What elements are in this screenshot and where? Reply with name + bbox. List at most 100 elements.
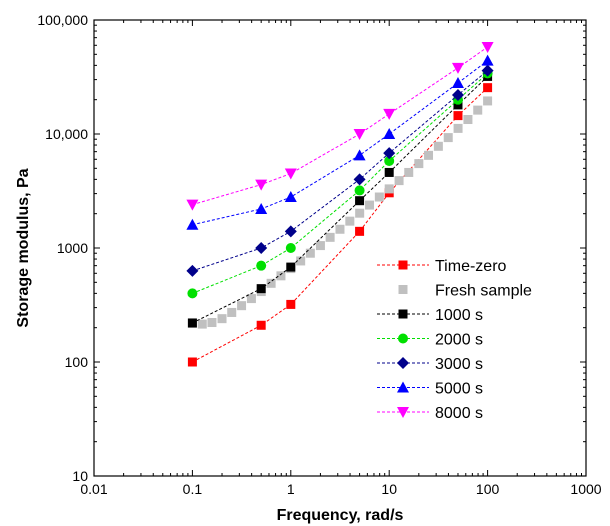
data-point [443,133,453,143]
data-point [384,167,394,177]
legend-marker [398,260,408,270]
legend-label: 5000 s [435,381,483,398]
data-point [296,256,306,266]
legend-item: 1000 s [377,307,483,324]
data-point [483,96,493,106]
data-point [325,232,335,242]
legend-marker [397,407,409,418]
y-tick-label: 1000 [57,240,88,256]
data-point [315,241,325,251]
data-point [246,294,256,304]
data-point [383,147,396,160]
data-point [256,320,266,330]
data-point [353,129,366,140]
legend: Time-zero Fresh sample 1000 s 2000 s 3000 s 5… [377,258,532,422]
legend-label: Fresh sample [435,283,532,300]
data-point [187,288,198,299]
data-point [473,105,483,115]
data-point [256,284,266,294]
data-point [365,200,375,210]
data-point [355,226,365,236]
data-point [217,314,227,324]
data-point [345,216,355,226]
data-point [255,179,268,191]
series-8000-s [186,41,494,211]
y-tick-label: 10,000 [45,126,88,142]
legend-item: Time-zero [377,258,507,275]
series-line [192,46,488,206]
series-line [192,70,488,272]
series-layer [186,41,494,367]
data-point [227,307,237,317]
data-point [384,155,395,166]
legend-marker [397,381,409,393]
legend-item: 8000 s [377,405,483,422]
x-tick-label: 0.1 [183,481,203,497]
data-point [463,115,473,125]
legend-label: 2000 s [435,332,483,349]
data-point [187,318,197,328]
data-point [186,218,199,230]
data-point [284,191,297,203]
data-point [276,271,286,281]
data-point [286,299,296,309]
data-point [424,150,434,160]
data-point [266,278,276,288]
data-point [256,260,267,271]
data-point [451,88,464,101]
y-tick-label: 100,000 [37,12,88,28]
data-point [394,176,404,186]
data-point [335,224,345,234]
legend-marker [397,357,409,369]
data-point [404,167,414,177]
y-tick-label: 100 [65,354,89,370]
series-line [192,60,488,226]
data-point [286,262,296,272]
legend-label: 3000 s [435,356,483,373]
data-point [354,185,365,196]
data-point [453,123,463,133]
data-point [284,168,297,180]
data-point [383,128,396,139]
data-point [237,301,247,311]
data-point [353,149,366,161]
x-tick-label: 100 [476,481,500,497]
axis-ticks [93,20,587,477]
data-point [451,62,464,74]
data-point [197,319,207,329]
data-point [414,159,424,169]
legend-marker [398,309,408,319]
data-point [481,41,494,53]
legend-label: 1000 s [435,307,483,324]
legend-item: 2000 s [377,332,483,349]
legend-item: 5000 s [377,381,483,398]
data-point [355,196,365,206]
data-point [453,100,463,110]
legend-item: 3000 s [377,356,483,373]
data-point [433,141,443,151]
data-point [481,64,494,77]
x-tick-label: 10 [381,481,397,497]
plot-frame [93,19,587,477]
data-point [483,83,493,93]
data-point [451,77,464,89]
legend-label: 8000 s [435,405,483,422]
data-point [255,202,268,214]
data-point [374,192,384,202]
legend-item: Fresh sample [398,283,532,300]
data-point [481,54,494,66]
data-point [383,108,396,120]
y-axis-title: Storage modulus, Pa [15,168,32,327]
x-tick-label: 1000 [570,481,601,497]
axis-tick-labels: 0.01 0.1 1 10 100 1000 10 100 1000 10,000 100,000 [37,12,601,497]
y-tick-label: 10 [72,468,88,484]
x-tick-label: 0.01 [80,481,107,497]
legend-label: Time-zero [435,258,507,275]
data-point [453,111,463,121]
data-point [305,248,315,258]
series-fresh-sample [187,96,493,329]
data-point [186,264,199,277]
legend-marker [398,285,408,294]
data-point [255,242,268,254]
